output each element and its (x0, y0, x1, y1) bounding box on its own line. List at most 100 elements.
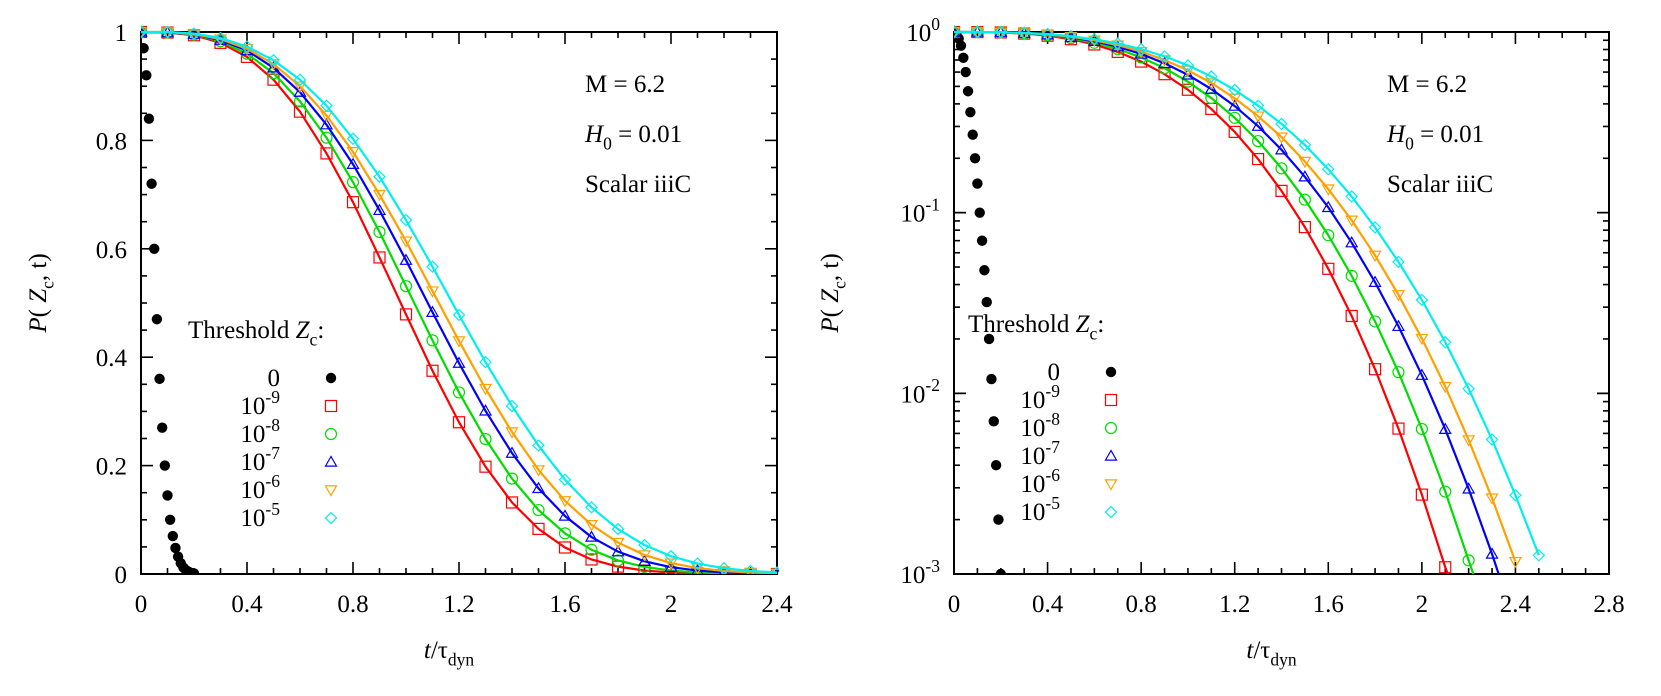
legend-marker (1104, 449, 1118, 461)
data-point (1415, 488, 1428, 501)
legend-label-part: -9 (1045, 381, 1060, 401)
data-point (505, 427, 519, 439)
legend-label-part: 10 (1020, 471, 1045, 498)
data-point (479, 432, 492, 446)
data-point (1415, 422, 1428, 436)
x-tick-label: 2.8 (1593, 591, 1624, 618)
data-point (1205, 91, 1218, 105)
legend-title-part: Z (1076, 311, 1091, 338)
data-point (478, 404, 493, 416)
data-point (955, 40, 967, 51)
data-point (1368, 315, 1382, 328)
y-tick-label: 0.6 (96, 237, 127, 264)
data-point (1204, 70, 1218, 83)
data-point (1415, 293, 1429, 307)
data-point (1251, 99, 1265, 113)
data-point (1181, 83, 1195, 96)
data-point (1322, 229, 1335, 242)
data-point (1392, 255, 1405, 269)
data-point (452, 308, 466, 322)
data-point (1321, 200, 1335, 213)
legend-label: 10-7 (1020, 437, 1060, 470)
data-point (426, 260, 439, 274)
data-point (399, 308, 413, 321)
data-point (141, 70, 152, 81)
data-point (584, 530, 599, 542)
legend: Threshold Zc:010-910-810-710-610-5 (968, 311, 1118, 526)
y-axis-label-part: , t) (25, 253, 52, 281)
data-point (479, 460, 492, 473)
legend-marker (1105, 366, 1117, 378)
fit-line (954, 30, 1540, 556)
data-point (981, 296, 992, 308)
y-axis-label: P( Zc, t) (25, 253, 58, 333)
legend-label: 0 (1048, 359, 1061, 386)
y-axis-label-part: P (817, 317, 844, 333)
x-axis-label: t/τdyn (1246, 637, 1296, 670)
data-point (691, 557, 704, 570)
data-point (1415, 368, 1429, 380)
legend-label: 10-9 (1020, 381, 1060, 414)
legend-label-part: 10 (240, 505, 265, 532)
x-tick-label: 0 (948, 591, 961, 618)
fit-line (141, 30, 778, 574)
legend-label-part: -7 (265, 443, 280, 463)
legend-title-part: Threshold (188, 317, 296, 344)
annotation: Scalar iiiC (585, 171, 691, 198)
data-point (986, 373, 997, 385)
data-point (1134, 42, 1148, 56)
data-point (143, 113, 155, 124)
data-point (1485, 493, 1499, 505)
data-point (1392, 366, 1405, 379)
annotation-part: H (1386, 121, 1407, 148)
data-point (478, 383, 493, 396)
data-point (531, 465, 546, 477)
x-tick-label: 0.8 (1126, 591, 1157, 618)
legend-marker (324, 485, 338, 497)
data-point (157, 422, 168, 433)
legend-label-part: -9 (265, 387, 280, 407)
plot-frame (140, 31, 778, 575)
y-axis-label-part: P (25, 317, 52, 333)
data-point (1204, 78, 1218, 90)
legend-title: Threshold Zc: (968, 311, 1104, 344)
data-point (1158, 56, 1172, 69)
y-axis-label-group: P( Zc, t) (817, 253, 850, 333)
legend-label: 10-8 (240, 415, 280, 448)
data-point (346, 147, 360, 159)
x-tick-label: 0.8 (337, 591, 368, 618)
linear-panel: 0 0.4 0.8 1.2 1.6 2 2.4 0 0.2 0.4 0.6 0.8 1 t/τdyn P( … (25, 20, 793, 670)
data-point (425, 286, 440, 298)
data-point (1368, 363, 1382, 376)
data-point (1275, 184, 1288, 197)
data-point (399, 280, 413, 293)
y-tick-label-part: -3 (925, 556, 940, 576)
data-point (1228, 83, 1242, 97)
data-point (1064, 29, 1078, 43)
y-tick-label: 0.4 (96, 345, 128, 372)
data-point (969, 153, 981, 164)
data-point (531, 481, 546, 494)
y-axis-label-part: c (830, 281, 850, 289)
data-point (1181, 68, 1195, 80)
y-tick-label: 0 (115, 562, 128, 589)
legend-label-part: 0 (1048, 359, 1061, 386)
data-point (744, 564, 757, 574)
legend-label-part: 10 (240, 393, 265, 420)
plot-frame (953, 31, 1610, 575)
data-point (993, 514, 1004, 525)
data-point (1017, 26, 1031, 40)
data-point (1275, 162, 1288, 175)
legend-marker (1104, 505, 1118, 519)
data-point (372, 203, 387, 216)
data-point (164, 514, 176, 525)
legend-marker (325, 372, 337, 384)
fit-line (141, 30, 778, 574)
legend-label-part: 0 (268, 365, 281, 392)
legend-label-part: 10 (240, 449, 265, 476)
data-point (452, 336, 466, 348)
data-point (664, 560, 678, 572)
data-point (1228, 125, 1241, 138)
data-point (558, 509, 572, 521)
legend-label: 10-6 (240, 471, 280, 504)
